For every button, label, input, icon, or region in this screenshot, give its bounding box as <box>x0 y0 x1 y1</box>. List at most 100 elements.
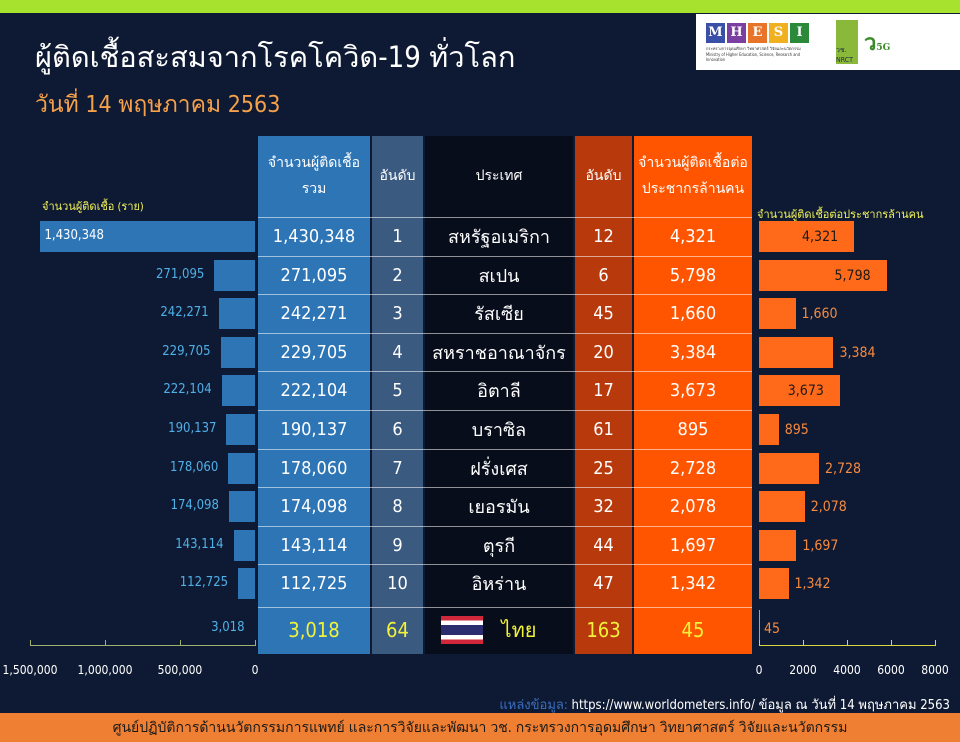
right-axis-tick-label: 8000 <box>921 663 949 677</box>
row-divider <box>258 564 752 566</box>
table-cell-rank_pm: 17 <box>593 380 614 402</box>
table-cell-country: รัสเซีย <box>474 304 524 326</box>
right-bar <box>759 221 855 252</box>
mhesi-letter: H <box>727 22 746 43</box>
left-axis-tick-label: 1,000,000 <box>77 663 133 677</box>
table-cell-total: 1,430,348 <box>272 226 356 247</box>
row-divider <box>258 217 752 218</box>
table-cell-rank: 4 <box>392 341 403 363</box>
left-axis-tick-label: 0 <box>251 663 259 677</box>
table-cell-rank_pm: 12 <box>593 226 614 247</box>
table-cell-total: 178,060 <box>280 457 348 479</box>
right-bar <box>759 259 887 291</box>
table-cell-rank_pm: 163 <box>586 618 621 642</box>
right-bar-label: 4,321 <box>802 229 839 245</box>
table-cell-rank: 6 <box>392 419 403 440</box>
table-cell-country: สเปน <box>478 265 520 287</box>
table-column-bg <box>634 136 752 654</box>
left-bar <box>233 529 255 561</box>
column-header: อันดับ <box>379 168 416 184</box>
left-bar <box>214 259 255 291</box>
right-bar <box>759 568 789 600</box>
page-title: ผู้ติดเชื้อสะสมจากโรคโควิด-19 ทั่วโลก <box>35 40 516 74</box>
table-cell-rank_pm: 47 <box>593 573 614 595</box>
table-cell-total: 229,705 <box>280 341 348 363</box>
table-cell-rank_pm: 6 <box>598 264 609 286</box>
right-axis-tick <box>847 640 848 646</box>
right-bar <box>759 298 796 330</box>
table-cell-rank_pm: 44 <box>593 534 614 556</box>
table-cell-per_million: 1,660 <box>669 303 717 325</box>
footer: ศูนย์ปฏิบัติการด้านนวัตกรรมการแพทย์ และก… <box>0 713 960 742</box>
right-axis-tick <box>803 640 804 646</box>
table-column-bg <box>258 136 370 654</box>
row-divider <box>258 487 752 489</box>
row-divider <box>258 332 752 334</box>
left-bar-label: 229,705 <box>162 343 211 359</box>
row-divider <box>258 371 752 373</box>
left-bar-label: 1,430,348 <box>44 228 104 243</box>
table-cell-per_million: 2,728 <box>669 457 717 479</box>
table-column-bg <box>372 136 423 654</box>
table-cell-country: สหรัฐอเมริกา <box>448 227 550 248</box>
table-cell-per_million: 3,673 <box>669 380 717 402</box>
column-header: ประเทศ <box>475 168 523 184</box>
left-bar-label: 174,098 <box>170 498 219 514</box>
right-bar-label: 45 <box>763 621 781 637</box>
mhesi-letter: S <box>769 22 788 43</box>
left-axis-tick <box>105 640 106 646</box>
left-bar <box>218 298 255 330</box>
left-bar <box>228 491 255 523</box>
table-cell-rank_pm: 25 <box>593 457 614 479</box>
right-bar-label: 3,673 <box>787 383 824 400</box>
table-cell-rank: 10 <box>387 573 408 595</box>
mhesi-letter: M <box>706 22 725 43</box>
right-axis-tick-label: 0 <box>755 663 763 677</box>
right-axis-tick <box>759 640 760 646</box>
table-cell-rank_pm: 45 <box>593 303 614 325</box>
left-bar <box>220 336 255 368</box>
left-bar-label: 143,114 <box>175 536 224 552</box>
table-cell-country: ไทย <box>501 618 537 642</box>
left-bar-label: 242,271 <box>160 305 209 321</box>
right-bar <box>759 529 797 561</box>
table-cell-rank_pm: 32 <box>593 496 614 518</box>
right-bar-label: 1,660 <box>801 306 838 323</box>
left-axis-tick <box>180 640 181 646</box>
column-header: จำนวนผู้ติดเชื้อรวม <box>267 155 361 197</box>
table-cell-total: 174,098 <box>280 496 348 518</box>
left-axis-tick-label: 1,500,000 <box>2 663 58 677</box>
row-divider <box>258 294 752 296</box>
left-bar-label: 222,104 <box>163 382 212 398</box>
table-cell-country: อิหร่าน <box>471 574 527 596</box>
mhesi-letter: I <box>790 22 809 43</box>
table-column-bg <box>575 136 632 654</box>
column-header: จำนวนผู้ติดเชื้อต่อประชากรล้านคน <box>638 155 748 197</box>
thailand-flag-icon <box>441 616 483 644</box>
right-axis-tick-label: 6000 <box>877 663 905 677</box>
table-cell-total: 271,095 <box>280 264 348 286</box>
row-divider <box>258 255 752 257</box>
mhesi-caption: กระทรวงการอุดมศึกษา วิทยาศาสตร์ วิจัยและ… <box>706 45 801 62</box>
left-bar-label: 3,018 <box>211 620 245 635</box>
left-bar <box>228 452 255 484</box>
table-cell-rank: 3 <box>392 303 403 325</box>
table-cell-country: อิตาลี <box>477 381 521 403</box>
table-cell-rank_pm: 61 <box>593 419 614 440</box>
right-axis-tick-label: 2000 <box>789 663 817 677</box>
table-cell-rank: 9 <box>392 534 403 556</box>
mhesi-letter: E <box>748 22 767 43</box>
table-cell-total: 143,114 <box>280 534 348 556</box>
right-bar-label: 1,697 <box>802 537 839 554</box>
table-column-bg <box>425 136 573 654</box>
right-bar-label: 2,078 <box>810 499 847 516</box>
table-cell-rank: 1 <box>392 226 403 247</box>
page-date: วันที่ 14 พฤษภาคม 2563 <box>35 92 281 118</box>
left-axis-tick-label: 500,000 <box>157 663 203 677</box>
table-cell-total: 222,104 <box>280 380 348 402</box>
right-bar-label: 895 <box>784 422 809 438</box>
table-cell-rank: 8 <box>392 496 403 518</box>
left-axis-tick <box>255 640 256 646</box>
right-bar-label: 1,342 <box>794 576 831 593</box>
row-divider <box>258 525 752 527</box>
